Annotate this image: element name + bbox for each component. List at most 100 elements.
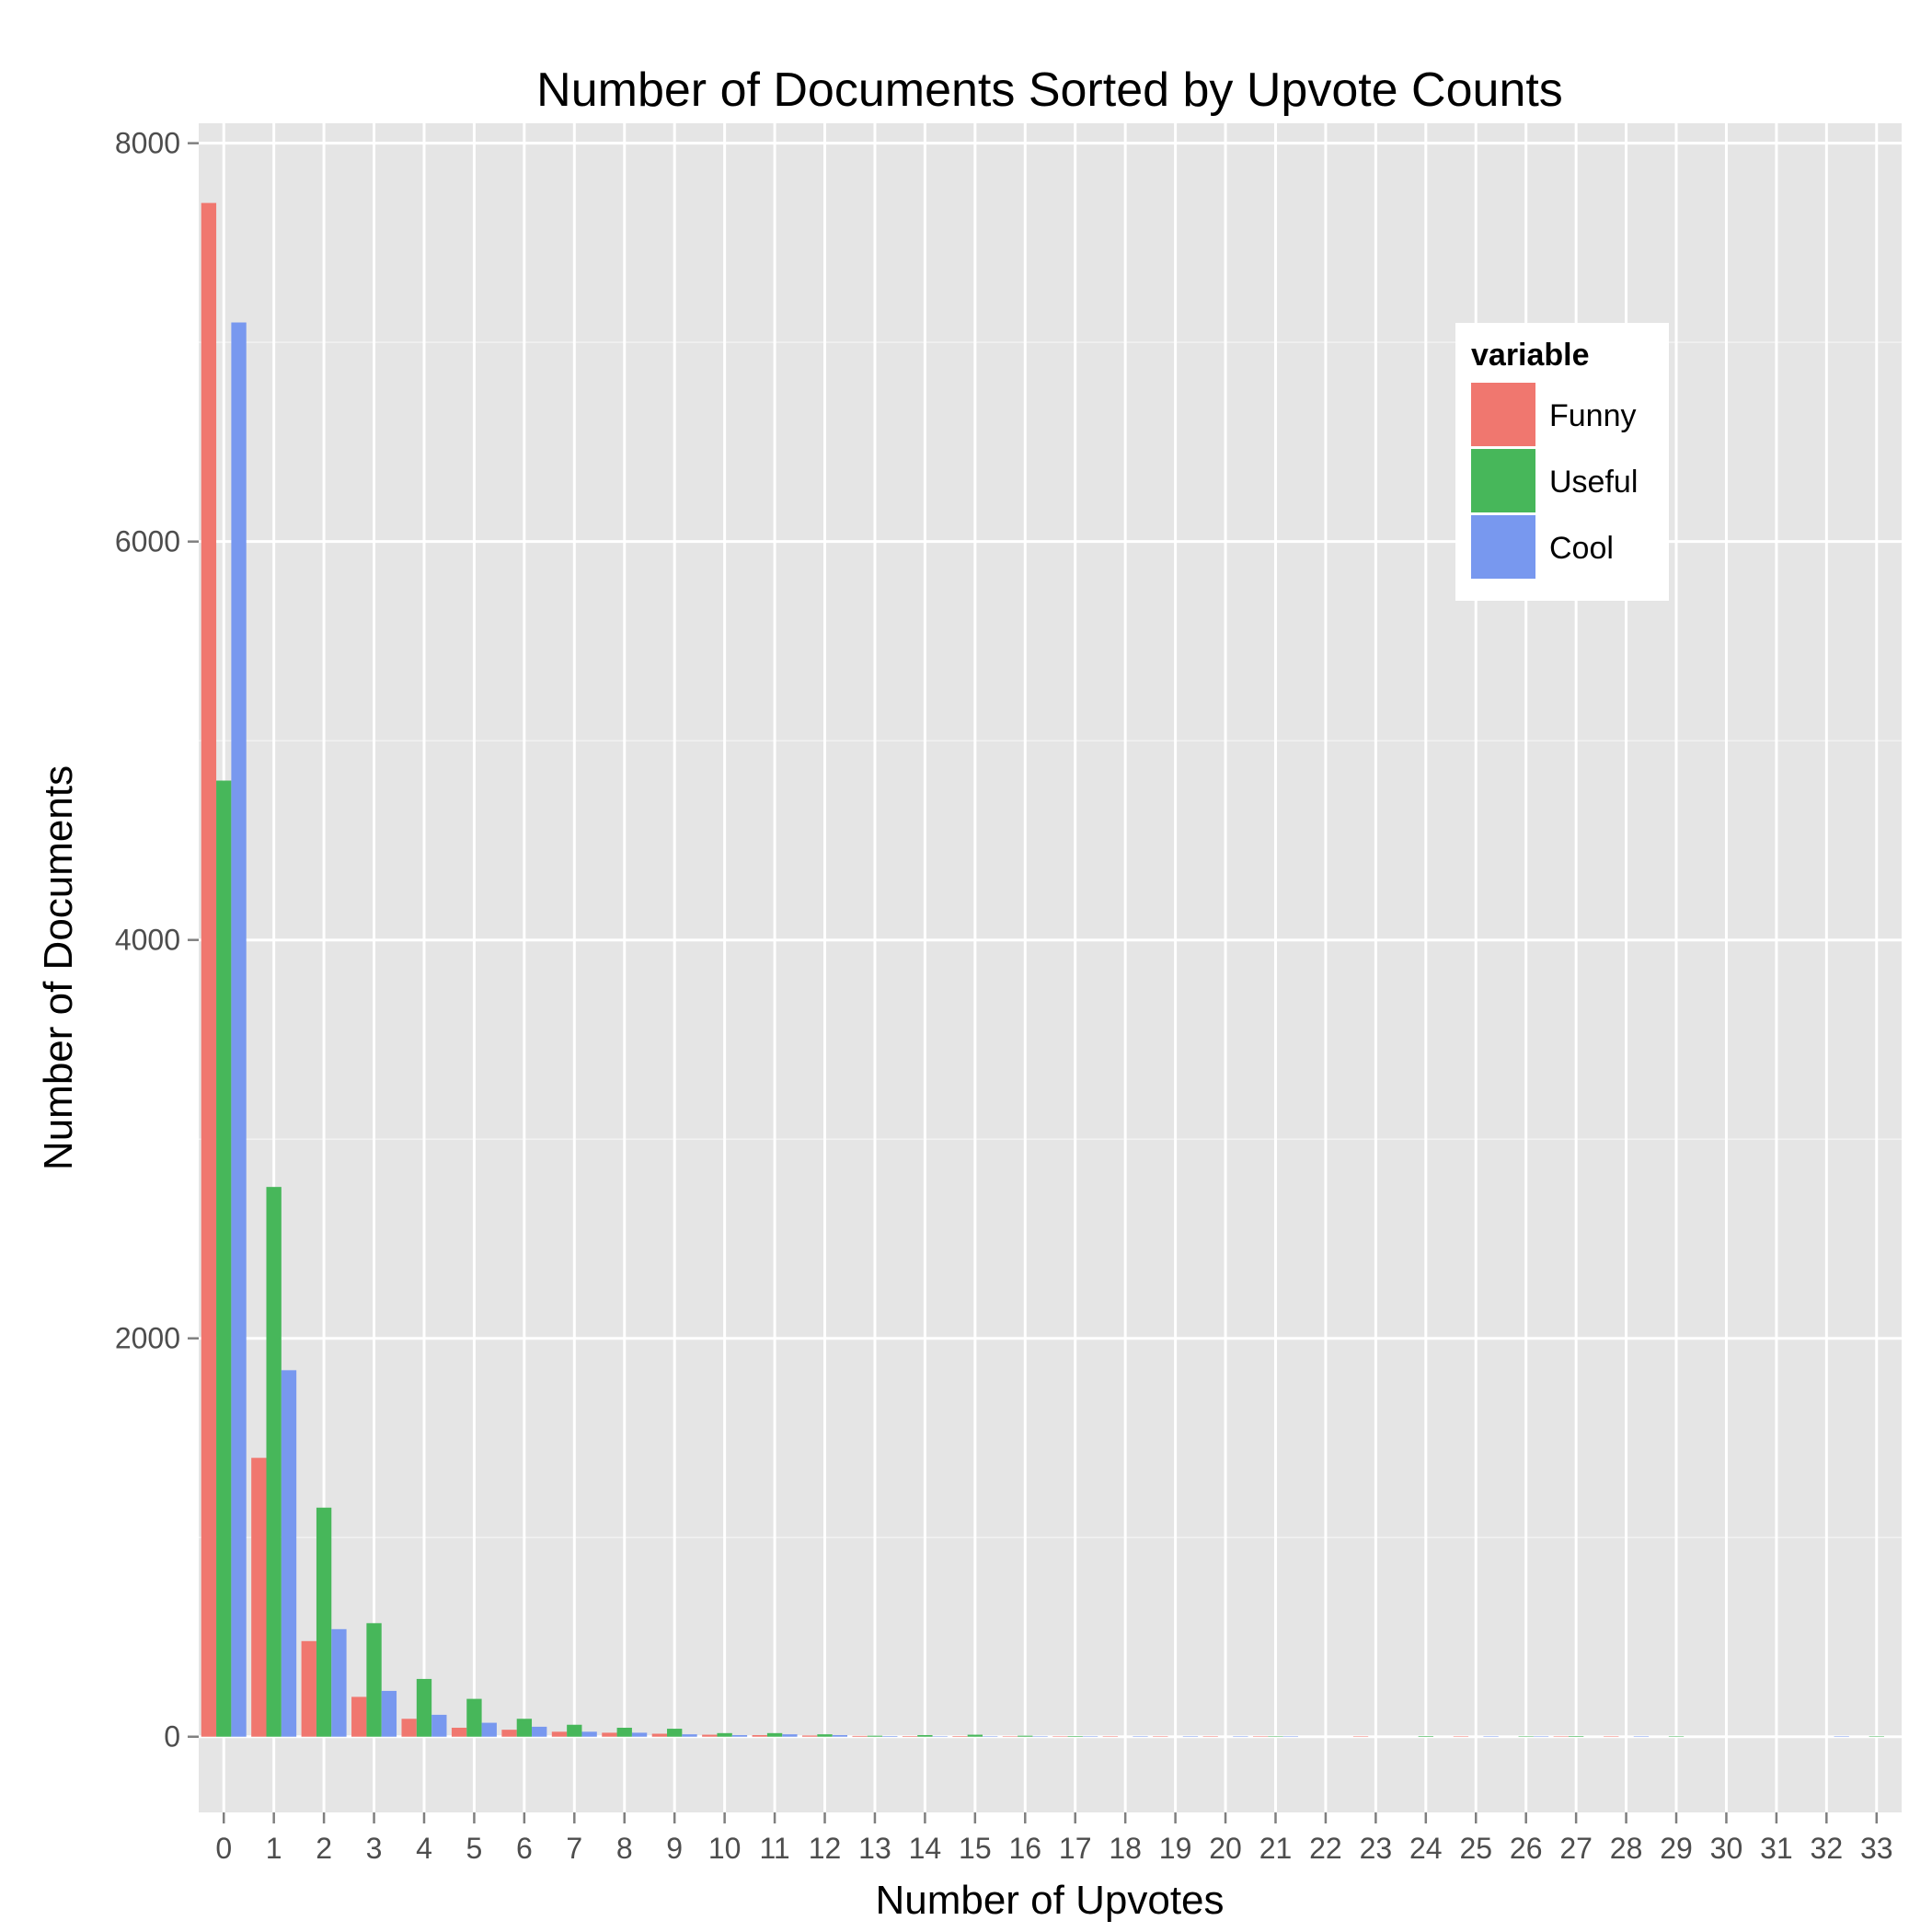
- bar-funny-0: [201, 202, 217, 1737]
- x-tick-label: 5: [466, 1832, 483, 1865]
- bar-funny-7: [551, 1731, 568, 1737]
- bar-useful-13: [867, 1735, 883, 1737]
- legend-title: variable: [1471, 338, 1590, 373]
- y-tick-label: 2000: [115, 1322, 180, 1355]
- x-tick-label: 22: [1309, 1832, 1342, 1865]
- bar-funny-17: [1052, 1736, 1068, 1737]
- bar-useful-17: [1067, 1736, 1083, 1737]
- x-tick-label: 13: [858, 1832, 891, 1865]
- x-tick-label: 33: [1860, 1832, 1893, 1865]
- bar-funny-21: [1252, 1736, 1269, 1737]
- legend-label-funny: Funny: [1549, 398, 1637, 433]
- x-tick-label: 25: [1459, 1832, 1492, 1865]
- legend-label-cool: Cool: [1549, 531, 1614, 566]
- bar-funny-25: [1453, 1736, 1469, 1738]
- bar-useful-15: [967, 1734, 983, 1737]
- x-tick-label: 28: [1610, 1832, 1643, 1865]
- bar-cool-6: [532, 1726, 547, 1737]
- y-tick-label: 4000: [115, 924, 180, 957]
- bar-funny-16: [1002, 1736, 1018, 1737]
- bar-funny-4: [401, 1719, 417, 1737]
- bar-cool-7: [581, 1731, 597, 1737]
- bar-cool-16: [1032, 1736, 1048, 1737]
- x-tick-label: 3: [366, 1832, 383, 1865]
- bar-useful-24: [1418, 1736, 1433, 1737]
- x-tick-label: 24: [1409, 1832, 1443, 1865]
- x-tick-label: 4: [416, 1832, 432, 1865]
- x-tick-label: 15: [959, 1832, 992, 1865]
- bar-funny-19: [1153, 1736, 1168, 1737]
- bar-funny-8: [602, 1732, 617, 1737]
- bar-cool-25: [1483, 1736, 1499, 1738]
- bar-cool-0: [231, 322, 247, 1737]
- bar-funny-23: [1352, 1736, 1369, 1738]
- bar-funny-11: [752, 1734, 767, 1737]
- x-tick-label: 21: [1259, 1832, 1293, 1865]
- bar-useful-6: [516, 1719, 533, 1737]
- bar-cool-12: [832, 1734, 848, 1737]
- bar-funny-10: [702, 1734, 718, 1737]
- bar-useful-21: [1268, 1736, 1283, 1737]
- bar-funny-18: [1102, 1736, 1118, 1737]
- x-tick-label: 8: [616, 1832, 633, 1865]
- bar-cool-9: [682, 1734, 697, 1737]
- bar-useful-0: [216, 780, 232, 1737]
- bar-useful-1: [266, 1187, 282, 1737]
- bar-cool-10: [731, 1734, 748, 1737]
- bar-cool-1: [281, 1370, 297, 1737]
- bar-cool-14: [932, 1736, 948, 1737]
- x-tick-label: 2: [316, 1832, 332, 1865]
- bar-useful-4: [416, 1678, 432, 1737]
- bar-funny-13: [852, 1735, 868, 1737]
- x-tick-label: 0: [215, 1832, 232, 1865]
- bar-useful-33: [1869, 1736, 1884, 1737]
- x-tick-label: 14: [909, 1832, 942, 1865]
- x-tick-label: 11: [759, 1832, 789, 1865]
- legend-key-cool: [1471, 515, 1535, 580]
- bar-useful-10: [717, 1732, 732, 1737]
- x-tick-label: 7: [566, 1832, 582, 1865]
- x-tick-label: 12: [809, 1832, 842, 1865]
- bar-funny-14: [902, 1736, 918, 1737]
- bar-cool-32: [1834, 1736, 1849, 1738]
- bar-useful-5: [466, 1698, 482, 1737]
- bar-cool-19: [1182, 1736, 1199, 1737]
- x-tick-label: 16: [1008, 1832, 1041, 1865]
- bar-funny-15: [952, 1736, 968, 1737]
- bar-useful-7: [567, 1724, 582, 1737]
- bars: [201, 202, 1884, 1738]
- bar-cool-20: [1233, 1736, 1248, 1738]
- bar-useful-12: [817, 1734, 833, 1737]
- minor-gridlines: [199, 341, 1902, 1538]
- bar-cool-8: [631, 1732, 648, 1737]
- bar-cool-2: [331, 1628, 347, 1737]
- bar-funny-6: [501, 1730, 517, 1737]
- bar-useful-14: [917, 1734, 933, 1737]
- x-tick-label: 27: [1559, 1832, 1593, 1865]
- y-axis: 0 2000 4000 6000 8000: [115, 127, 199, 1754]
- x-tick-label: 26: [1510, 1832, 1543, 1865]
- x-tick-label: 29: [1660, 1832, 1693, 1865]
- bar-funny-9: [651, 1733, 668, 1737]
- x-tick-label: 30: [1710, 1832, 1743, 1865]
- x-axis: 0 1 2 3 4 5 6 7 8 9 10 11 12 13 14 15 16 17 18 19 20 21 22 23 24…: [215, 1812, 1893, 1865]
- x-tick-label: 6: [516, 1832, 533, 1865]
- bar-cool-5: [481, 1722, 497, 1737]
- bar-funny-3: [351, 1696, 367, 1737]
- x-tick-label: 1: [266, 1832, 282, 1865]
- bar-cool-15: [983, 1736, 998, 1737]
- legend-key-useful: [1471, 449, 1535, 513]
- chart-title: Number of Documents Sorted by Upvote Cou…: [536, 63, 1563, 117]
- x-tick-label: 10: [708, 1832, 742, 1865]
- x-tick-label: 32: [1811, 1832, 1844, 1865]
- x-tick-label: 19: [1159, 1832, 1192, 1865]
- bar-useful-29: [1668, 1736, 1685, 1737]
- x-tick-label: 18: [1109, 1832, 1142, 1865]
- bar-cool-3: [381, 1690, 397, 1737]
- legend-items: Funny Useful Cool: [1471, 383, 1638, 581]
- x-tick-label: 31: [1760, 1832, 1793, 1865]
- bar-cool-17: [1082, 1736, 1098, 1737]
- bar-cool-4: [431, 1714, 447, 1737]
